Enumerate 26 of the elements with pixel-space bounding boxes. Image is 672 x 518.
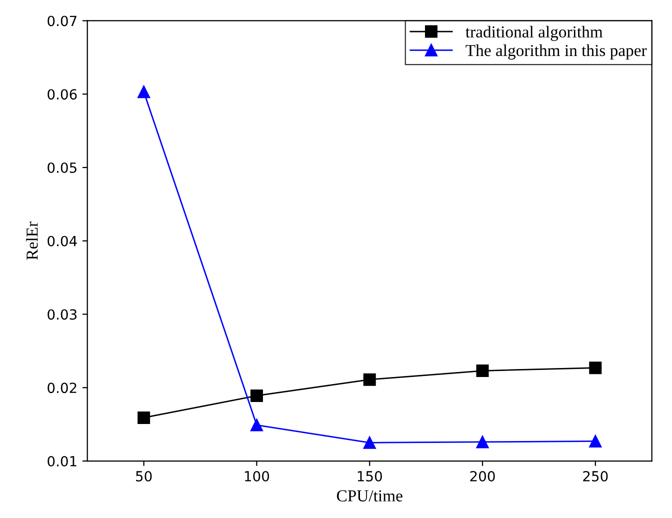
- point: [363, 436, 376, 449]
- point: [250, 389, 263, 402]
- x-tick-label: 250: [583, 470, 608, 482]
- point: [138, 86, 150, 98]
- y-tick-label: 0.06: [48, 89, 77, 100]
- point: [476, 364, 489, 378]
- point: [138, 411, 150, 424]
- y-tick-label: 0.07: [48, 16, 76, 26]
- point: [589, 362, 602, 374]
- y-axis-title: RelEr: [26, 222, 38, 260]
- x-tick-label: 100: [244, 470, 270, 482]
- x-tick-label: 150: [358, 470, 382, 482]
- point: [363, 373, 376, 386]
- x-tick-label: 200: [470, 470, 495, 482]
- y-tick-label: 0.01: [48, 456, 76, 466]
- y-tick-label: 0.02: [48, 382, 76, 394]
- y-tick-label: 0.03: [48, 309, 77, 320]
- x-axis-title: CPU/time: [336, 490, 402, 502]
- x-tick-label: 50: [136, 470, 152, 482]
- point: [476, 436, 489, 448]
- y-tick-label: 0.05: [48, 162, 76, 173]
- legend-label: The algorithm in this paper: [466, 44, 647, 60]
- point: [250, 418, 263, 432]
- y-tick-label: 0.04: [48, 236, 77, 246]
- legend-label: traditional algorithm: [466, 26, 603, 41]
- point: [589, 434, 602, 448]
